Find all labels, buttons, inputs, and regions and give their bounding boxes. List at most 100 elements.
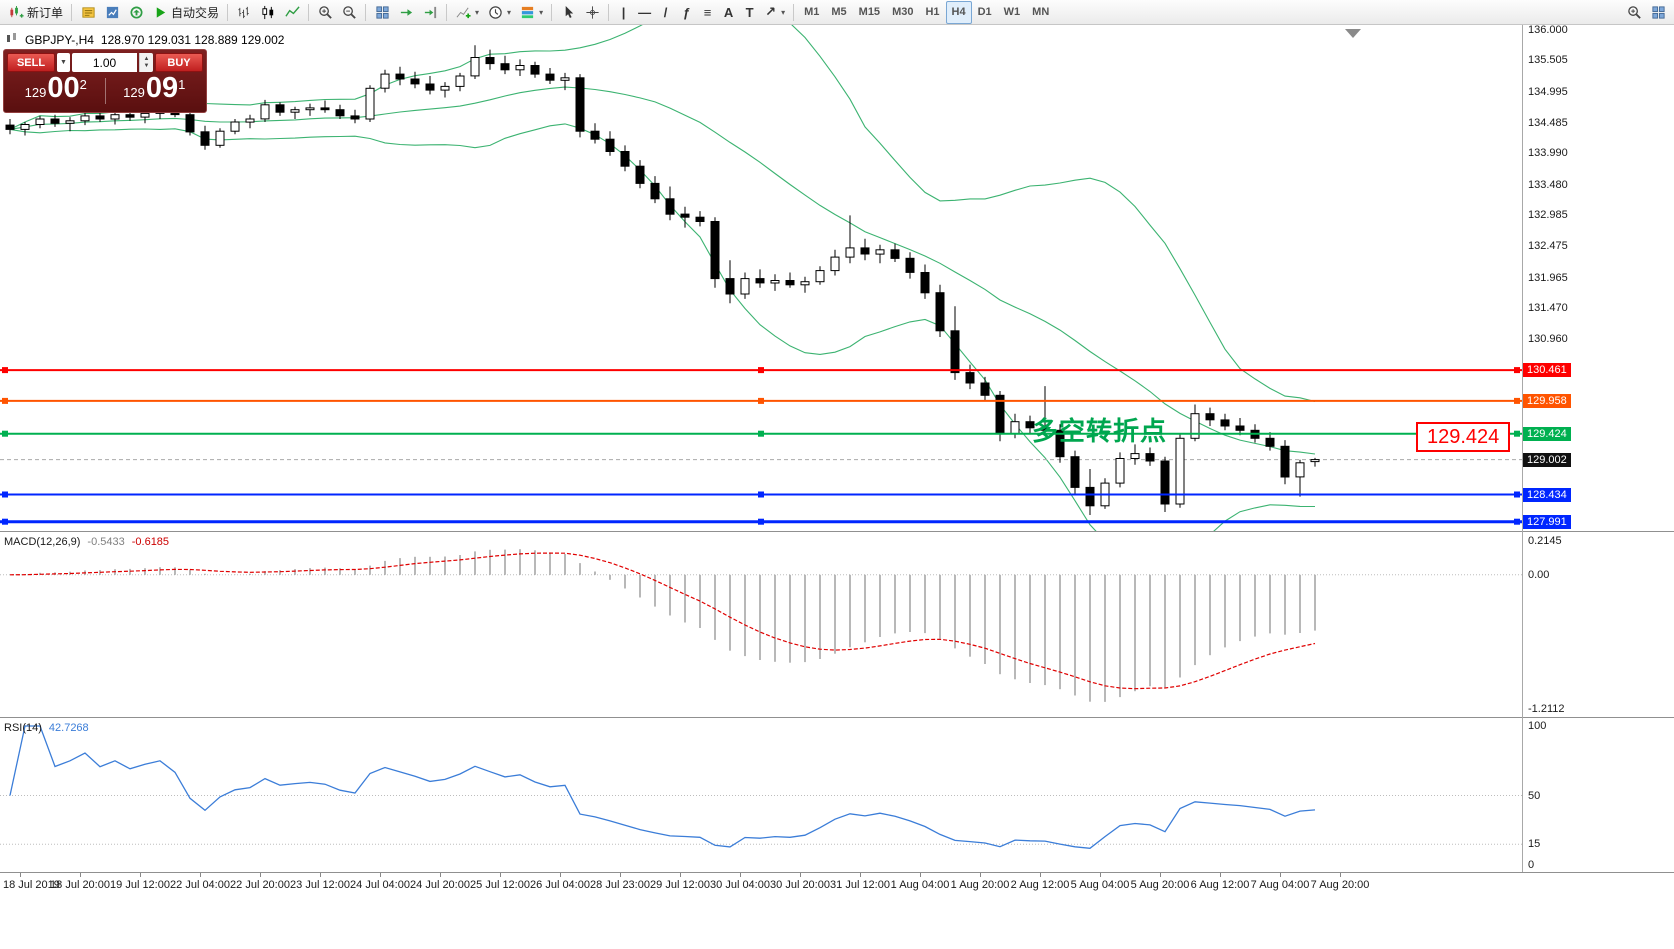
auto-scroll-button[interactable]: [394, 1, 418, 24]
trendline-button[interactable]: /: [655, 1, 676, 24]
line-handle[interactable]: [1514, 430, 1520, 437]
line-handle[interactable]: [2, 518, 8, 525]
navigator-button[interactable]: [124, 1, 148, 24]
zoom-out-button[interactable]: [337, 1, 361, 24]
axis-label: 100: [1528, 720, 1547, 732]
line-handle[interactable]: [1514, 518, 1520, 525]
time-axis-tick: [200, 873, 201, 877]
buy-button[interactable]: BUY: [155, 53, 203, 72]
timeframe-m5[interactable]: M5: [825, 1, 852, 24]
line-handle[interactable]: [1514, 397, 1520, 404]
layers-button[interactable]: [1646, 1, 1670, 24]
macd-main-value: -0.5433: [87, 536, 125, 548]
auto-trading-button[interactable]: 自动交易: [148, 1, 223, 24]
line-handle[interactable]: [758, 367, 764, 374]
vertical-line-button[interactable]: |: [613, 1, 634, 24]
periods-button[interactable]: ▾: [483, 1, 515, 24]
price-callout[interactable]: 129.424: [1416, 422, 1511, 452]
timeframe-m15[interactable]: M15: [853, 1, 886, 24]
hline-130.461[interactable]: [0, 367, 1522, 374]
market-watch-button[interactable]: [100, 1, 124, 24]
chevron-down-icon: ▼: [60, 59, 67, 66]
rsi-panel: RSI(14) 42.7268 100 50 15 0: [0, 717, 1674, 873]
line-handle[interactable]: [758, 430, 764, 437]
bar-chart-button[interactable]: [232, 1, 256, 24]
cycle-lines-button[interactable]: ≡: [697, 1, 718, 24]
timeframe-w1[interactable]: W1: [998, 1, 1027, 24]
hline-127.991[interactable]: [0, 518, 1522, 525]
time-axis[interactable]: 18 Jul 2019 18 Jul 20:00 19 Jul 12:00 22 Ju…: [0, 872, 1674, 949]
crosshair-button[interactable]: [580, 1, 604, 24]
macd-canvas[interactable]: [0, 532, 1522, 718]
rsi-label: RSI(14): [4, 722, 42, 734]
time-axis-label: 5 Aug 20:00: [1130, 879, 1190, 891]
play-icon: [152, 4, 168, 20]
hline-128.434[interactable]: [0, 491, 1522, 498]
macd-axis[interactable]: 0.2145 0.00 -1.2112: [1522, 532, 1674, 718]
line-chart-button[interactable]: [280, 1, 304, 24]
arrows-icon: ↗: [765, 4, 777, 19]
arrows-button[interactable]: ↗ ▾: [760, 1, 789, 24]
chevron-down-icon: ▾: [475, 7, 480, 17]
main-chart-panel: GBPJPY-,H4 128.970 129.031 128.889 129.0…: [0, 25, 1674, 531]
chevron-down-icon: ▾: [539, 7, 544, 17]
timeframe-h1-label: H1: [925, 6, 940, 18]
search-icon: [1626, 4, 1642, 20]
macd-histogram: [24, 549, 1316, 702]
timeframe-h1[interactable]: H1: [919, 1, 945, 24]
auto-scroll-icon: [398, 4, 414, 20]
time-axis-label: 25 Jul 12:00: [470, 879, 530, 891]
fibonacci-button[interactable]: ƒ: [676, 1, 697, 24]
time-axis-tick: [860, 873, 861, 877]
axis-label: 134.485: [1528, 116, 1568, 129]
text-label-button[interactable]: T: [739, 1, 760, 24]
indicators-button[interactable]: ▾: [451, 1, 483, 24]
line-handle[interactable]: [758, 397, 764, 404]
line-handle[interactable]: [758, 491, 764, 498]
line-handle[interactable]: [2, 367, 8, 374]
volume-stepper[interactable]: ▲ ▼: [139, 53, 153, 72]
rsi-canvas[interactable]: [0, 718, 1522, 873]
line-handle[interactable]: [2, 397, 8, 404]
sell-price[interactable]: 129 00 2: [24, 72, 87, 104]
chart-shift-button[interactable]: [418, 1, 442, 24]
hline-129.424[interactable]: [0, 430, 1522, 437]
templates-button[interactable]: ▾: [515, 1, 547, 24]
line-handle[interactable]: [2, 430, 8, 437]
axis-label: 0: [1528, 859, 1535, 871]
horizontal-line-button[interactable]: —: [634, 1, 655, 24]
tile-windows-button[interactable]: [370, 1, 394, 24]
time-axis-label: 19 Jul 12:00: [110, 879, 170, 891]
line-handle[interactable]: [1514, 367, 1520, 374]
timeframe-m30[interactable]: M30: [886, 1, 919, 24]
rsi-line: [9, 725, 1316, 849]
metaeditor-button[interactable]: [76, 1, 100, 24]
price-axis[interactable]: 136.000 135.505 134.995 134.485 133.990 133.4…: [1522, 25, 1674, 531]
hline-129.958[interactable]: [0, 397, 1522, 404]
timeframe-mn[interactable]: MN: [1026, 1, 1055, 24]
price-chart-canvas[interactable]: [0, 25, 1522, 531]
line-handle[interactable]: [758, 518, 764, 525]
timeframe-m1[interactable]: M1: [798, 1, 825, 24]
toolbar-separator: [608, 3, 610, 21]
line-handle[interactable]: [1514, 491, 1520, 498]
chart-annotation[interactable]: 多空转折点: [1032, 416, 1168, 446]
rsi-axis[interactable]: 100 50 15 0: [1522, 718, 1674, 873]
cursor-button[interactable]: [556, 1, 580, 24]
volume-input[interactable]: 1.00: [72, 53, 137, 72]
volume-dropdown[interactable]: ▼: [57, 53, 70, 72]
timeframe-h4[interactable]: H4: [945, 0, 972, 24]
zoom-in-button[interactable]: [313, 1, 337, 24]
text-button[interactable]: A: [718, 1, 739, 24]
buy-price[interactable]: 129 09 1: [123, 72, 186, 104]
time-axis-tick: [620, 873, 621, 877]
line-handle[interactable]: [2, 491, 8, 498]
search-button[interactable]: [1622, 1, 1646, 24]
candlestick-chart-button[interactable]: [256, 1, 280, 24]
new-order-button[interactable]: 新订单: [4, 1, 67, 24]
timeframe-d1[interactable]: D1: [972, 1, 998, 24]
timeframe-mn-label: MN: [1032, 6, 1050, 18]
axis-label: 132.475: [1528, 240, 1568, 253]
sell-button[interactable]: SELL: [7, 53, 55, 72]
chart-shift-marker[interactable]: [1345, 29, 1361, 38]
